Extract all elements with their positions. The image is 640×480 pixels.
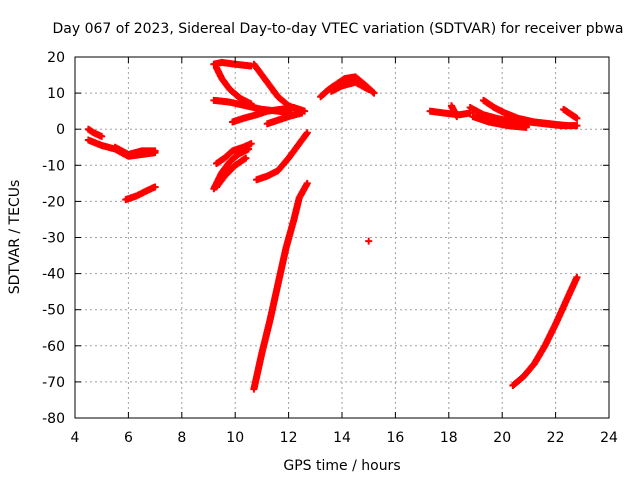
data-point (303, 179, 311, 187)
data-track (560, 105, 581, 122)
data-point (573, 114, 581, 122)
data-track (327, 78, 373, 95)
x-tick-label: 24 (600, 430, 618, 446)
data-point (369, 88, 377, 96)
data-track (111, 143, 159, 158)
data-track (210, 58, 255, 70)
y-tick-label: -50 (42, 303, 65, 319)
data-track (509, 273, 581, 390)
y-tick-label: -60 (42, 339, 65, 355)
y-tick-label: 0 (56, 122, 65, 138)
x-tick-label: 14 (333, 430, 351, 446)
data-point (573, 273, 581, 281)
data-track (84, 125, 106, 140)
x-tick-label: 4 (71, 430, 80, 446)
y-tick-label: -70 (42, 375, 65, 391)
data-track (122, 183, 159, 204)
data-point (370, 89, 378, 97)
data-point (247, 140, 255, 148)
data-point (98, 132, 106, 140)
data-track (447, 102, 461, 121)
x-axis-label: GPS time / hours (283, 458, 400, 474)
x-tick-label: 6 (124, 430, 133, 446)
data-series (84, 58, 581, 393)
data-track (426, 107, 474, 119)
grid (75, 57, 609, 418)
data-track (469, 113, 530, 131)
data-track (263, 109, 306, 128)
y-tick-label: 20 (47, 50, 65, 66)
data-point (151, 147, 159, 155)
y-tick-label: -40 (42, 267, 65, 283)
data-track (253, 129, 311, 184)
y-axis-label: SDTVAR / TECUs (7, 180, 23, 295)
data-point (453, 113, 461, 121)
data-point (303, 129, 311, 137)
y-tick-label: -20 (42, 194, 65, 210)
chart-title: Day 067 of 2023, Sidereal Day-to-day VTE… (52, 21, 623, 37)
data-point (245, 145, 253, 153)
data-track (213, 140, 255, 167)
data-point (242, 154, 250, 162)
y-tick-label: -10 (42, 158, 65, 174)
x-tick-label: 12 (280, 430, 298, 446)
y-tick-label: -30 (42, 231, 65, 247)
x-tick-label: 16 (386, 430, 404, 446)
data-point (365, 237, 373, 245)
data-point (298, 109, 306, 117)
data-point (573, 122, 581, 130)
data-point (365, 85, 373, 93)
data-track (365, 237, 373, 245)
axis-ticks: 4 6 8 10 12 14 16 18 20 22 24 -80 -70 -60 -50 -40 -30 -20… (42, 50, 618, 446)
x-tick-label: 10 (226, 430, 244, 446)
data-point (151, 183, 159, 191)
data-track (250, 179, 311, 393)
x-tick-label: 18 (440, 430, 458, 446)
data-track (250, 60, 306, 115)
x-tick-label: 22 (547, 430, 565, 446)
data-track (512, 116, 581, 130)
y-tick-label: -80 (42, 411, 65, 427)
data-track (213, 154, 250, 191)
x-tick-label: 20 (493, 430, 511, 446)
x-tick-label: 8 (177, 430, 186, 446)
y-tick-label: 10 (47, 86, 65, 102)
